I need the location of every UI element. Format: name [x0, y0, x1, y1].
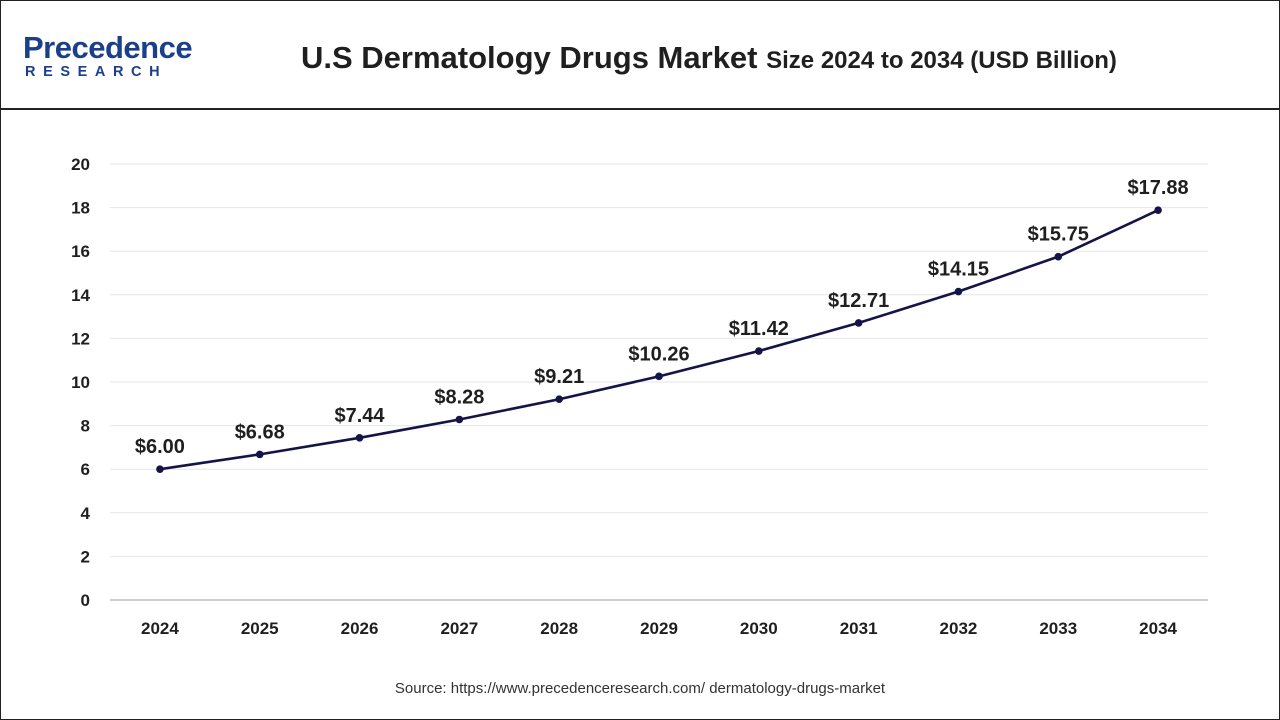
x-tick-label: 2029: [640, 619, 678, 638]
data-label: $15.75: [1028, 224, 1089, 246]
data-point: [255, 450, 264, 459]
chart-title-main: U.S Dermatology Drugs Market: [301, 40, 758, 75]
data-point: [156, 465, 164, 474]
y-tick-label: 4: [81, 504, 91, 523]
y-tick-label: 10: [71, 373, 90, 392]
data-point: [1054, 252, 1063, 261]
y-tick-label: 8: [81, 417, 90, 436]
logo-subtitle: RESEARCH: [25, 64, 168, 80]
logo-wordmark: Precedence: [23, 30, 193, 65]
data-label: $7.44: [335, 405, 386, 427]
y-tick-label: 12: [71, 329, 90, 348]
y-tick-label: 2: [81, 547, 90, 566]
data-point: [1154, 206, 1162, 215]
data-label: $9.21: [534, 366, 584, 388]
data-label: $8.28: [434, 386, 484, 408]
x-tick-label: 2032: [940, 619, 978, 638]
x-tick-label: 2026: [341, 619, 379, 638]
chart-title: U.S Dermatology Drugs Market Size 2024 t…: [301, 38, 1201, 81]
x-tick-label: 2027: [440, 619, 478, 638]
x-tick-label: 2025: [241, 619, 279, 638]
data-point: [954, 287, 963, 296]
precedence-logo: Precedence RESEARCH: [23, 31, 213, 83]
data-label: $10.26: [628, 343, 689, 365]
y-tick-label: 14: [71, 286, 90, 305]
header: Precedence RESEARCH U.S Dermatology Drug…: [1, 1, 1279, 110]
series-line: [159, 209, 1159, 471]
data-point: [755, 347, 763, 355]
data-point: [854, 319, 863, 327]
data-label: $14.15: [928, 259, 989, 281]
data-label: $11.42: [729, 318, 789, 340]
data-label: $12.71: [828, 290, 889, 312]
x-tick-label: 2033: [1039, 619, 1077, 638]
data-label: $17.88: [1128, 177, 1189, 199]
data-point: [655, 372, 663, 381]
x-tick-label: 2024: [141, 619, 179, 638]
data-point: [355, 434, 364, 442]
chart-title-sub: Size 2024 to 2034 (USD Billion): [766, 47, 1117, 74]
data-point: [555, 395, 563, 404]
source-note: Source: https://www.precedenceresearch.c…: [394, 680, 886, 697]
y-tick-label: 18: [71, 199, 90, 218]
y-tick-label: 20: [71, 155, 90, 174]
data-point: [455, 415, 464, 424]
x-tick-label: 2028: [540, 619, 578, 638]
data-label: $6.68: [235, 421, 285, 443]
y-tick-label: 0: [81, 591, 90, 610]
x-tick-label: 2031: [840, 619, 878, 638]
x-tick-label: 2034: [1139, 619, 1177, 638]
y-tick-label: 6: [81, 460, 90, 479]
x-tick-label: 2030: [740, 619, 778, 638]
data-label: $6.00: [135, 436, 185, 458]
y-tick-label: 16: [71, 242, 90, 261]
